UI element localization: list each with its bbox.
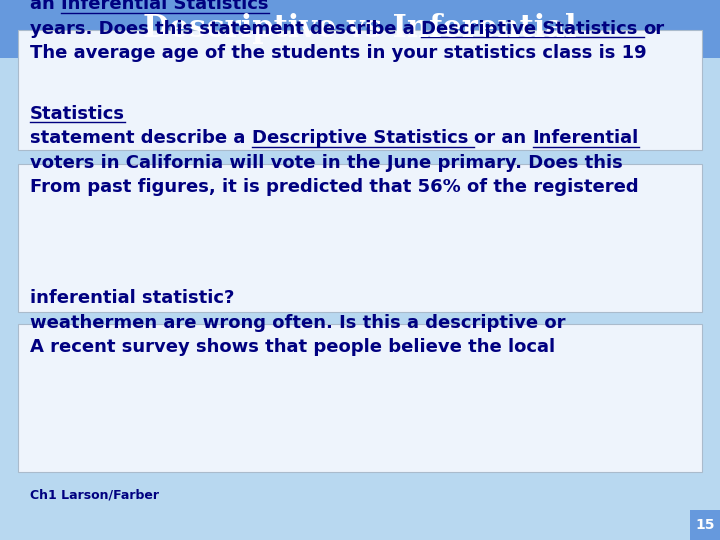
Text: years. Does this statement describe a: years. Does this statement describe a — [30, 19, 421, 38]
Text: Ch1 Larson/Farber: Ch1 Larson/Farber — [30, 488, 159, 501]
Text: Inferential: Inferential — [533, 130, 639, 147]
Text: inferential statistic?: inferential statistic? — [30, 289, 235, 307]
Text: voters in California will vote in the June primary. Does this: voters in California will vote in the Ju… — [30, 154, 623, 172]
Text: 15: 15 — [696, 518, 715, 532]
FancyBboxPatch shape — [18, 324, 702, 472]
Text: or: or — [644, 19, 665, 38]
Text: Descriptive vs Inferential: Descriptive vs Inferential — [143, 14, 577, 44]
FancyBboxPatch shape — [18, 164, 702, 312]
Text: Descriptive Statistics: Descriptive Statistics — [421, 19, 644, 38]
Text: an: an — [30, 0, 61, 14]
FancyBboxPatch shape — [18, 30, 702, 150]
Text: or an: or an — [474, 130, 533, 147]
Bar — [690, 510, 720, 540]
Text: A recent survey shows that people believe the local: A recent survey shows that people believ… — [30, 338, 555, 356]
Text: weathermen are wrong often. Is this a descriptive or: weathermen are wrong often. Is this a de… — [30, 314, 565, 332]
Bar — [0, 0, 720, 58]
Text: Inferential Statistics: Inferential Statistics — [61, 0, 269, 14]
Text: The average age of the students in your statistics class is 19: The average age of the students in your … — [30, 44, 647, 62]
Text: Descriptive Statistics: Descriptive Statistics — [251, 130, 474, 147]
Text: statement describe a: statement describe a — [30, 130, 251, 147]
Text: Statistics: Statistics — [30, 105, 125, 123]
Text: From past figures, it is predicted that 56% of the registered: From past figures, it is predicted that … — [30, 178, 639, 196]
